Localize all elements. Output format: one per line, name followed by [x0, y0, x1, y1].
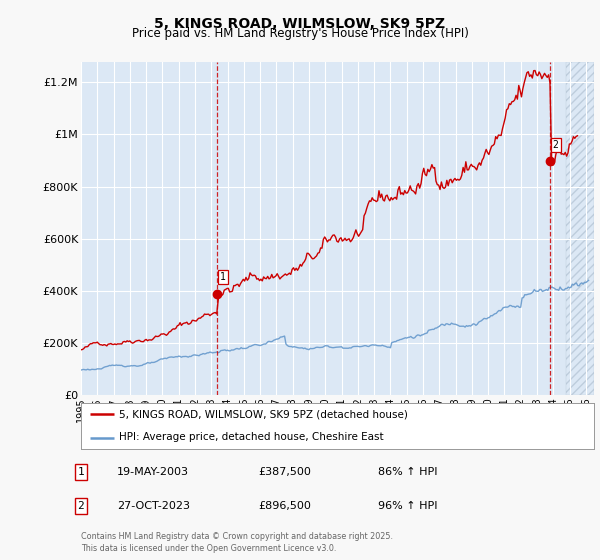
Text: £896,500: £896,500: [258, 501, 311, 511]
Text: 1: 1: [77, 467, 85, 477]
Text: Price paid vs. HM Land Registry's House Price Index (HPI): Price paid vs. HM Land Registry's House …: [131, 27, 469, 40]
Text: Contains HM Land Registry data © Crown copyright and database right 2025.
This d: Contains HM Land Registry data © Crown c…: [81, 533, 393, 553]
Text: 19-MAY-2003: 19-MAY-2003: [117, 467, 189, 477]
Text: 5, KINGS ROAD, WILMSLOW, SK9 5PZ: 5, KINGS ROAD, WILMSLOW, SK9 5PZ: [154, 17, 446, 31]
Text: £387,500: £387,500: [258, 467, 311, 477]
Text: HPI: Average price, detached house, Cheshire East: HPI: Average price, detached house, Ches…: [119, 432, 384, 442]
Text: 27-OCT-2023: 27-OCT-2023: [117, 501, 190, 511]
Text: 5, KINGS ROAD, WILMSLOW, SK9 5PZ (detached house): 5, KINGS ROAD, WILMSLOW, SK9 5PZ (detach…: [119, 409, 409, 419]
Text: 1: 1: [220, 272, 226, 282]
Text: 2: 2: [553, 139, 559, 150]
Text: 2: 2: [77, 501, 85, 511]
Text: 96% ↑ HPI: 96% ↑ HPI: [378, 501, 437, 511]
Bar: [566, 62, 594, 395]
Text: 86% ↑ HPI: 86% ↑ HPI: [378, 467, 437, 477]
